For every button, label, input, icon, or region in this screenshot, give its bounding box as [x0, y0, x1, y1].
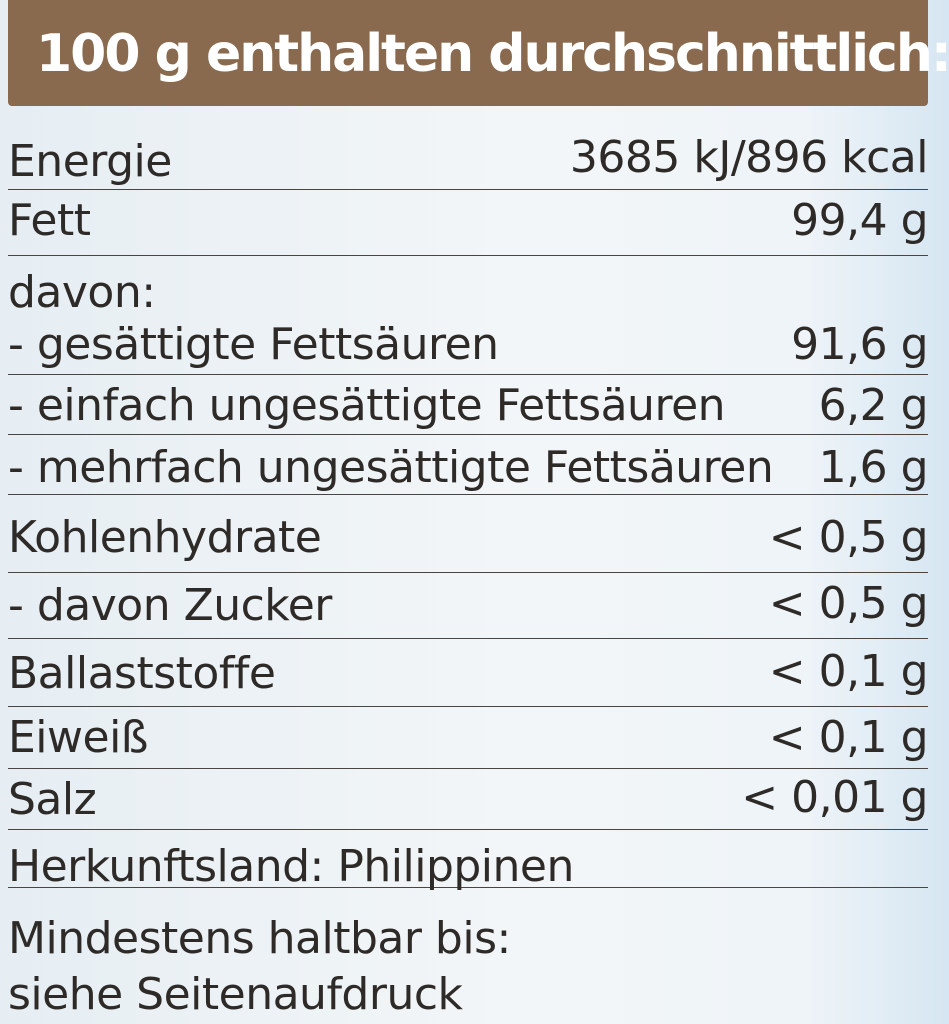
table-row-mehrfach: - mehrfach ungesättigte Fettsäuren 1,6 g	[8, 434, 929, 495]
row-label: Salz	[8, 774, 97, 825]
row-label: Eiweiß	[8, 712, 149, 763]
table-row-gesaettigte: - gesättigte Fettsäuren 91,6 g	[8, 315, 928, 375]
nutrition-header: 100 g enthalten durchschnittlich:	[8, 0, 949, 106]
row-label: davon:	[8, 267, 156, 318]
row-label: - davon Zucker	[8, 580, 332, 631]
table-row-eiweiss: Eiweiß < 0,1 g	[8, 706, 929, 769]
row-value: < 0,5 g	[768, 578, 929, 629]
row-value: < 0,1 g	[768, 712, 929, 763]
row-label: - einfach ungesättigte Fettsäuren	[8, 380, 726, 431]
row-label: Energie	[8, 136, 172, 187]
best-before-line1: Mindestens haltbar bis:	[8, 913, 511, 964]
best-before-line2: siehe Seitenaufdruck	[8, 969, 463, 1020]
row-value: 99,4 g	[791, 195, 928, 246]
row-value: 91,6 g	[791, 319, 928, 370]
row-label: Kohlenhydrate	[8, 512, 322, 563]
table-row-zucker: - davon Zucker < 0,5 g	[8, 572, 929, 639]
origin-row: Herkunftsland: Philippinen	[8, 829, 928, 892]
row-label: Ballaststoffe	[8, 648, 276, 699]
table-row-energie: Energie 3685 kJ/896 kcal	[8, 128, 929, 190]
table-row-davon: davon:	[8, 255, 928, 315]
row-value: < 0,1 g	[768, 646, 929, 697]
origin-text: Herkunftsland: Philippinen	[8, 841, 574, 892]
table-row-kohlenhydrate: Kohlenhydrate < 0,5 g	[8, 494, 929, 573]
row-value: 6,2 g	[818, 380, 929, 431]
table-row-salz: Salz < 0,01 g	[8, 768, 928, 830]
row-label: Fett	[8, 195, 91, 246]
best-before-row: Mindestens haltbar bis: siehe Seitenaufd…	[8, 887, 928, 1024]
row-value: 3685 kJ/896 kcal	[569, 132, 929, 183]
table-row-ballaststoffe: Ballaststoffe < 0,1 g	[8, 638, 929, 707]
row-value: 1,6 g	[818, 442, 929, 493]
row-value: < 0,5 g	[768, 512, 929, 563]
row-label: - gesättigte Fettsäuren	[8, 319, 499, 370]
nutrition-header-title: 100 g enthalten durchschnittlich:	[36, 24, 949, 84]
row-label: - mehrfach ungesättigte Fettsäuren	[8, 442, 774, 493]
table-row-fett: Fett 99,4 g	[8, 189, 928, 256]
table-row-einfach: - einfach ungesättigte Fettsäuren 6,2 g	[8, 374, 929, 435]
row-value: < 0,01 g	[741, 772, 928, 823]
